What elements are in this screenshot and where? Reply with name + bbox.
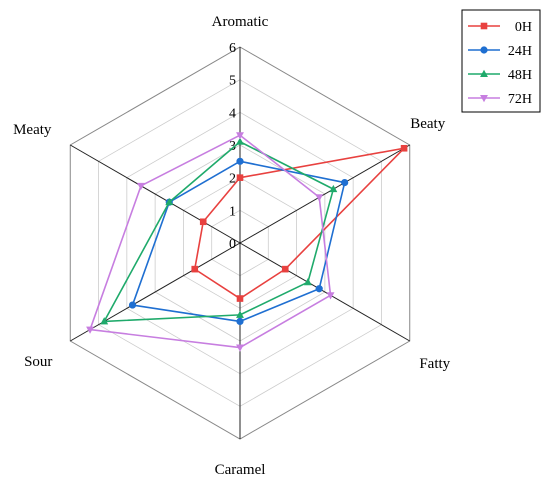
r-tick-label: 0	[229, 237, 236, 252]
r-tick-label: 3	[229, 139, 236, 154]
series-point-48h-fatty	[303, 277, 312, 286]
axis-label-fatty: Fatty	[419, 356, 450, 372]
axis-label-meaty: Meaty	[13, 122, 52, 138]
series-point-0h-aromatic	[236, 174, 244, 181]
legend-marker-0h	[480, 22, 488, 30]
spoke-beaty	[239, 144, 410, 244]
series-0h	[191, 144, 408, 302]
series-point-72h-sour	[86, 326, 95, 334]
spoke-layer	[70, 47, 410, 439]
series-line-0h	[193, 147, 405, 300]
legend-marker-72h	[480, 95, 488, 103]
series-layer	[86, 132, 408, 352]
series-point-48h-beaty	[329, 184, 338, 193]
axis-label-sour: Sour	[24, 354, 52, 370]
r-tick-label: 6	[229, 41, 236, 56]
axis-label-beaty: Beaty	[410, 116, 445, 132]
series-point-24h-aromatic	[236, 157, 244, 165]
series-point-48h-caramel	[236, 310, 244, 318]
series-point-0h-sour	[191, 265, 199, 273]
series-point-72h-fatty	[326, 292, 335, 300]
spoke-fatty	[239, 242, 410, 342]
axis-label-caramel: Caramel	[215, 462, 266, 478]
series-line-48h	[103, 140, 335, 323]
legend-marker-48h	[480, 69, 488, 77]
r-tick-label: 2	[229, 172, 236, 187]
legend-label-48h: 48H	[508, 68, 532, 83]
series-point-0h-beaty	[400, 144, 408, 152]
series-point-48h-aromatic	[236, 137, 244, 145]
axis-label-layer: Aromatic Beaty Fatty Caramel Sour Meaty	[13, 14, 451, 478]
legend: 0H 24H 48H 72H	[461, 9, 541, 113]
r-tick-label: 4	[229, 106, 236, 121]
legend-label-0h: 0H	[515, 20, 532, 35]
series-point-0h-caramel	[236, 295, 244, 302]
series-point-24h-beaty	[341, 178, 349, 187]
series-point-24h-fatty	[315, 285, 323, 293]
series-72h	[86, 132, 335, 352]
series-point-0h-meaty	[199, 218, 207, 226]
series-48h	[100, 137, 338, 325]
axis-label-aromatic: Aromatic	[212, 14, 269, 30]
r-tick-label: 5	[229, 74, 236, 89]
tick-layer: 0 1 2 3 4 5 6	[229, 41, 236, 252]
series-point-72h-beaty	[315, 194, 324, 202]
legend-label-24h: 24H	[508, 44, 532, 59]
r-tick-label: 1	[229, 204, 236, 219]
series-point-48h-sour	[100, 317, 109, 325]
legend-box	[461, 9, 541, 113]
series-point-72h-aromatic	[236, 132, 244, 140]
series-point-24h-sour	[128, 301, 137, 309]
spoke-sour	[70, 242, 241, 342]
series-point-0h-fatty	[281, 265, 289, 273]
spoke-meaty	[70, 144, 241, 244]
series-point-24h-caramel	[236, 317, 244, 326]
series-point-48h-meaty	[165, 197, 174, 206]
series-point-72h-caramel	[236, 344, 244, 352]
legend-label-72h: 72H	[508, 92, 532, 107]
legend-marker-24h	[480, 46, 488, 54]
series-point-72h-meaty	[137, 182, 145, 191]
